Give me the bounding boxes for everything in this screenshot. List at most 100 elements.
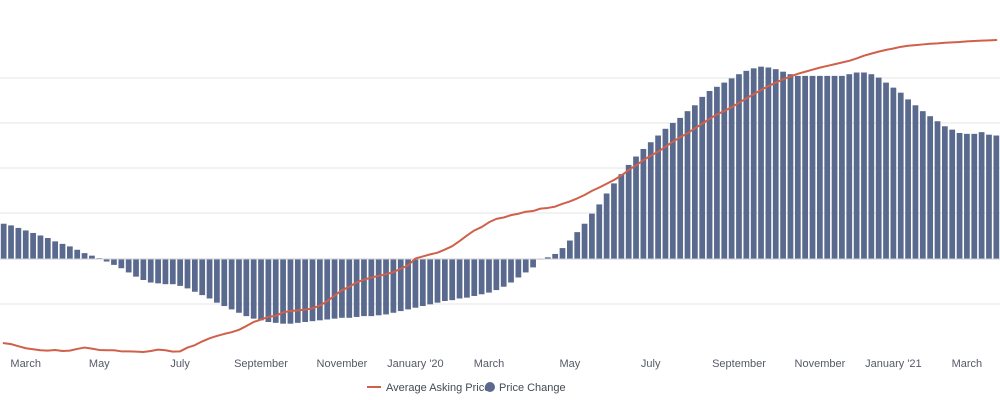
price-change-bar: [272, 259, 279, 323]
price-change-bar: [405, 259, 411, 310]
price-change-bar: [74, 249, 81, 259]
x-tick-label: March: [10, 358, 41, 370]
price-change-bar: [897, 92, 904, 260]
price-change-bar: [412, 259, 419, 308]
price-change-bar: [66, 246, 73, 259]
price-change-bar: [743, 70, 750, 259]
price-change-bar: [589, 213, 595, 259]
price-change-bar: [574, 232, 581, 259]
price-change-bar: [758, 66, 764, 259]
price-change-bar: [978, 132, 985, 259]
price-change-bar: [441, 259, 448, 301]
price-change-bar: [133, 259, 139, 277]
price-change-bar: [993, 135, 1000, 259]
x-tick-label: July: [641, 358, 661, 370]
price-change-bar: [618, 174, 625, 259]
price-change-bar: [331, 259, 338, 319]
price-change-bar: [905, 99, 911, 260]
price-change-bar: [794, 75, 801, 259]
legend-item-average-asking-price[interactable]: Average Asking Price: [367, 382, 490, 394]
price-change-bar: [986, 134, 992, 259]
price-change-bar: [824, 75, 831, 259]
x-tick-label: September: [712, 358, 766, 370]
price-change-bar: [809, 75, 816, 259]
price-change-bar: [309, 259, 316, 322]
price-change-bar: [0, 223, 7, 259]
price-change-bar: [478, 259, 485, 295]
price-change-bar: [566, 240, 573, 259]
price-change-bars: [0, 66, 1000, 324]
price-change-bar: [802, 75, 809, 259]
price-change-bar: [964, 133, 970, 259]
price-change-bar: [544, 257, 551, 259]
price-change-bar: [647, 142, 654, 259]
price-change-bar: [361, 259, 367, 317]
price-change-bar: [250, 259, 257, 319]
price-change-bar: [390, 259, 397, 313]
price-change-bar: [419, 259, 426, 307]
price-change-bar: [118, 259, 125, 269]
price-change-bar: [177, 259, 184, 286]
price-change-bar: [427, 259, 434, 305]
x-tick-label: March: [952, 358, 983, 370]
price-change-bar: [280, 259, 286, 324]
price-change-bar: [89, 255, 95, 259]
price-change-bar: [971, 133, 978, 259]
price-change-bar: [243, 259, 250, 317]
price-change-bar: [603, 193, 610, 259]
price-change-bar: [103, 259, 110, 262]
price-change-bar: [258, 259, 264, 321]
price-change-bar: [581, 223, 588, 259]
x-tick-label: May: [560, 358, 581, 370]
price-change-bar: [162, 259, 169, 285]
price-change-bar: [831, 75, 838, 259]
price-change-bar: [287, 259, 294, 324]
legend-item-price-change[interactable]: Price Change: [485, 382, 566, 394]
price-change-bar: [662, 128, 669, 259]
price-change-bar: [559, 248, 566, 259]
price-change-bar: [780, 71, 786, 260]
price-change-bar: [346, 259, 353, 318]
x-tick-label: September: [234, 358, 288, 370]
price-change-bar: [816, 75, 823, 259]
price-change-bar: [927, 116, 934, 259]
price-change-bar: [375, 259, 382, 316]
price-change-bar: [934, 121, 941, 260]
price-change-bar: [787, 74, 794, 259]
price-change-bar: [81, 253, 88, 259]
price-change-bar: [684, 111, 691, 259]
legend-label: Average Asking Price: [386, 382, 490, 394]
price-change-bar: [353, 259, 360, 317]
price-change-bar: [515, 259, 522, 278]
price-change-bar: [714, 86, 720, 259]
price-change-bar: [941, 126, 948, 259]
price-change-bar: [199, 259, 206, 296]
price-change-bar: [456, 259, 463, 299]
price-change-bar: [111, 259, 117, 265]
price-change-bar: [699, 96, 706, 259]
price-change-bar: [434, 259, 441, 303]
price-change-bar: [52, 241, 59, 259]
price-change-bar: [302, 259, 309, 322]
price-change-bar: [30, 232, 36, 259]
legend: Average Asking Price Price Change: [367, 382, 566, 394]
legend-label: Price Change: [499, 382, 566, 394]
average-asking-price-line: [2, 39, 998, 353]
price-change-bar: [471, 259, 478, 296]
price-change-bar: [397, 259, 404, 312]
price-change-bar: [140, 259, 147, 280]
price-change-bar: [383, 259, 389, 315]
price-change-bar: [625, 164, 632, 259]
price-change-bar: [530, 259, 536, 268]
price-change-bar: [669, 122, 676, 259]
price-change-bar: [772, 69, 779, 259]
price-change-bar: [265, 259, 272, 322]
price-change-bar: [508, 259, 514, 283]
price-change-bar: [125, 259, 132, 273]
price-change-bar: [59, 243, 66, 259]
price-change-bar: [228, 259, 235, 310]
price-change-bar: [949, 129, 956, 259]
price-change-bar: [883, 82, 889, 259]
x-tick-label: May: [89, 358, 110, 370]
